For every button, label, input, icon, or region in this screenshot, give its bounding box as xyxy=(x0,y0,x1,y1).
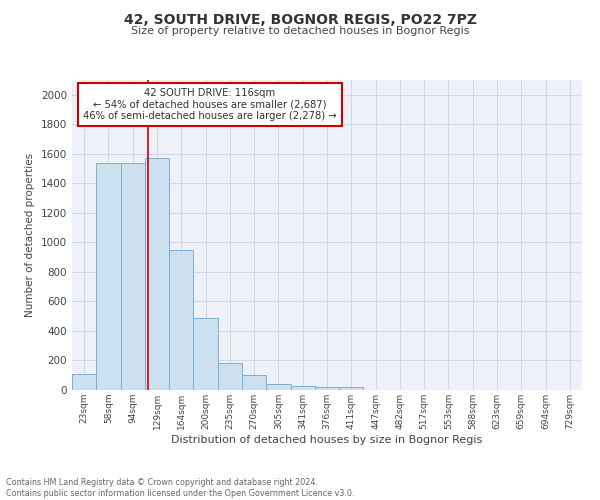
Bar xyxy=(290,386,315,390)
Bar xyxy=(315,387,339,390)
Text: Distribution of detached houses by size in Bognor Regis: Distribution of detached houses by size … xyxy=(172,435,482,445)
Bar xyxy=(266,384,290,390)
Bar xyxy=(72,374,96,390)
Text: 42 SOUTH DRIVE: 116sqm
← 54% of detached houses are smaller (2,687)
46% of semi-: 42 SOUTH DRIVE: 116sqm ← 54% of detached… xyxy=(83,88,337,121)
Text: Contains HM Land Registry data © Crown copyright and database right 2024.
Contai: Contains HM Land Registry data © Crown c… xyxy=(6,478,355,498)
Bar xyxy=(96,162,121,390)
Bar xyxy=(193,318,218,390)
Bar xyxy=(145,158,169,390)
Bar xyxy=(169,250,193,390)
Y-axis label: Number of detached properties: Number of detached properties xyxy=(25,153,35,317)
Bar xyxy=(121,162,145,390)
Text: Size of property relative to detached houses in Bognor Regis: Size of property relative to detached ho… xyxy=(131,26,469,36)
Bar xyxy=(339,387,364,390)
Text: 42, SOUTH DRIVE, BOGNOR REGIS, PO22 7PZ: 42, SOUTH DRIVE, BOGNOR REGIS, PO22 7PZ xyxy=(124,12,476,26)
Bar xyxy=(242,375,266,390)
Bar xyxy=(218,364,242,390)
